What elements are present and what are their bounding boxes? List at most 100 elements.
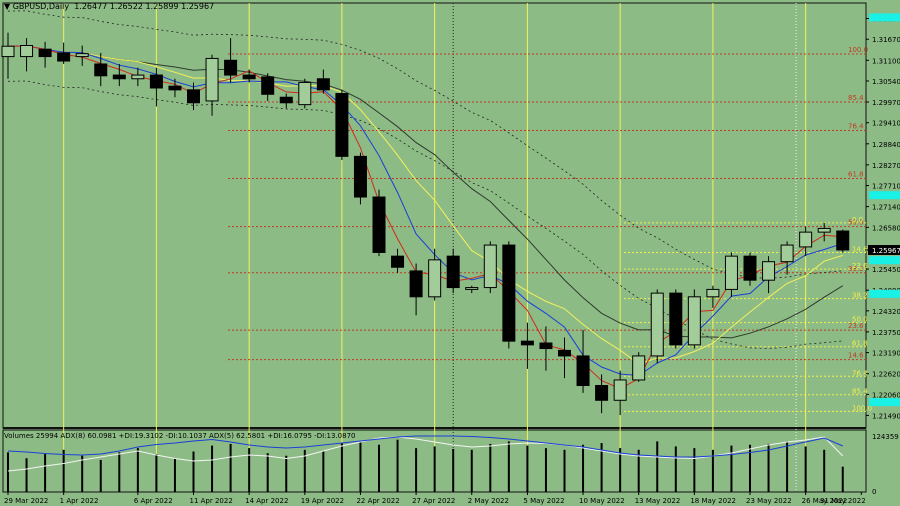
fib-label-red: 76.4 (848, 123, 864, 131)
symbol-label: GBPUSD,Daily (12, 2, 70, 11)
fib-label-red: 61.8 (848, 171, 864, 179)
x-tick-label: 11 Apr 2022 (190, 497, 233, 505)
fib-label-red: 38.2 (848, 265, 864, 273)
candle-body (613, 379, 627, 401)
fib-label-yellow: 0.0 (852, 216, 863, 224)
volume-min-label: 0 (872, 488, 876, 496)
envelope-lower-line (7, 80, 843, 349)
candle-body (706, 288, 720, 298)
x-tick-label: 29 Mar 2022 (4, 497, 48, 505)
y-tick-label: 1.27710 (872, 183, 900, 191)
x-tick-label: 10 May 2022 (579, 497, 625, 505)
fib-label-yellow: 38.2 (852, 292, 868, 300)
fib-label-yellow: 85.4 (852, 388, 868, 396)
candle-body (224, 59, 238, 76)
candle-body (409, 270, 423, 298)
candle-body (539, 342, 553, 350)
volume-max-label: 124359 (872, 433, 899, 441)
y-tick-label: 1.23750 (872, 329, 900, 337)
cyan-price-marker (869, 398, 900, 407)
cyan-price-marker (869, 289, 900, 298)
ohlc-values: 1.26477 1.26522 1.25899 1.25967 (74, 2, 215, 11)
adx-white-line (7, 436, 844, 472)
fib-label-yellow: 76.4 (852, 369, 868, 377)
y-tick-label: 1.31100 (872, 57, 900, 65)
candle-body (817, 227, 831, 233)
x-tick-label: 5 May 2022 (523, 497, 564, 505)
candle-body (780, 244, 794, 263)
y-tick-label: 1.22620 (872, 371, 900, 379)
candle-body (836, 230, 850, 251)
candle-body (724, 255, 738, 290)
fib-label-yellow: 14.6 (852, 245, 868, 253)
candle-body (112, 74, 126, 80)
candle-body (261, 76, 275, 95)
candle-body (483, 244, 497, 289)
candle-body (75, 53, 89, 58)
candle-body (279, 96, 293, 104)
candle-body (298, 81, 312, 106)
candle-body (799, 231, 813, 248)
candle-body (632, 355, 646, 381)
candle-body (94, 63, 108, 77)
x-tick-label: 26 May 2022 (802, 497, 848, 505)
candle-body (446, 255, 460, 289)
candle-body (316, 78, 330, 91)
fib-label-red: 100.0 (848, 46, 868, 54)
candle-body (650, 292, 664, 357)
fib-label-yellow: 61.8 (852, 340, 868, 348)
candle-body (391, 255, 405, 268)
candle-body (1, 45, 15, 58)
envelope-upper-line (7, 10, 843, 279)
chart-header: ▼ GBPUSD,Daily 1.26477 1.26522 1.25899 1… (4, 2, 214, 11)
candle-body (168, 85, 182, 91)
fib-label-red: 14.6 (848, 352, 864, 360)
candle-body (205, 57, 219, 102)
candle-body (335, 93, 349, 157)
candle-body (687, 296, 701, 346)
ma-slow-line (7, 45, 844, 339)
fib-label-red: 50.0 (848, 219, 864, 227)
candle-body (38, 48, 52, 58)
y-tick-label: 1.23190 (872, 350, 900, 358)
candle-body (20, 45, 34, 58)
dropdown-arrow-icon[interactable]: ▼ (4, 2, 11, 11)
x-tick-label: 31 May 2022 (820, 497, 866, 505)
candle-body (465, 287, 479, 290)
x-tick-label: 14 Apr 2022 (245, 497, 288, 505)
x-tick-label: 27 Apr 2022 (412, 497, 455, 505)
candle-body (149, 74, 163, 89)
current-price-label: 1.25967 (872, 247, 900, 255)
candle-body (595, 385, 609, 401)
x-tick-label: 22 Apr 2022 (356, 497, 399, 505)
x-tick-label: 6 Apr 2022 (134, 497, 173, 505)
fib-label-yellow: 23.6 (852, 262, 868, 270)
x-tick-label: 13 May 2022 (635, 497, 681, 505)
candle-body (669, 292, 683, 346)
y-tick-label: 1.28840 (872, 141, 900, 149)
candle-body (762, 261, 776, 281)
fib-label-yellow: 100.0 (852, 404, 872, 412)
adx-blue-line (7, 435, 843, 458)
cyan-price-marker (869, 256, 900, 265)
candle-body (428, 259, 442, 298)
y-tick-label: 1.22060 (872, 391, 900, 399)
volume-header: Volumes 25994 ADX(8) 60.0981 +DI:19.3102… (4, 432, 356, 440)
current-price-box (868, 244, 900, 255)
cyan-price-marker (869, 13, 900, 22)
candle-body (242, 74, 256, 80)
y-tick-label: 1.30540 (872, 78, 900, 86)
x-tick-label: 1 Apr 2022 (60, 497, 99, 505)
candle-body (187, 89, 200, 104)
fib-label-yellow: 50.0 (852, 316, 868, 324)
x-tick-label: 23 May 2022 (746, 497, 792, 505)
candle-body (743, 255, 757, 281)
candle-body (576, 355, 590, 387)
x-tick-label: 19 Apr 2022 (301, 497, 344, 505)
ma-red-line (7, 45, 843, 390)
y-tick-label: 1.24320 (872, 308, 900, 316)
candle-body (372, 196, 386, 253)
candle-body (558, 349, 571, 357)
fib-label-red: 23.6 (848, 322, 864, 330)
